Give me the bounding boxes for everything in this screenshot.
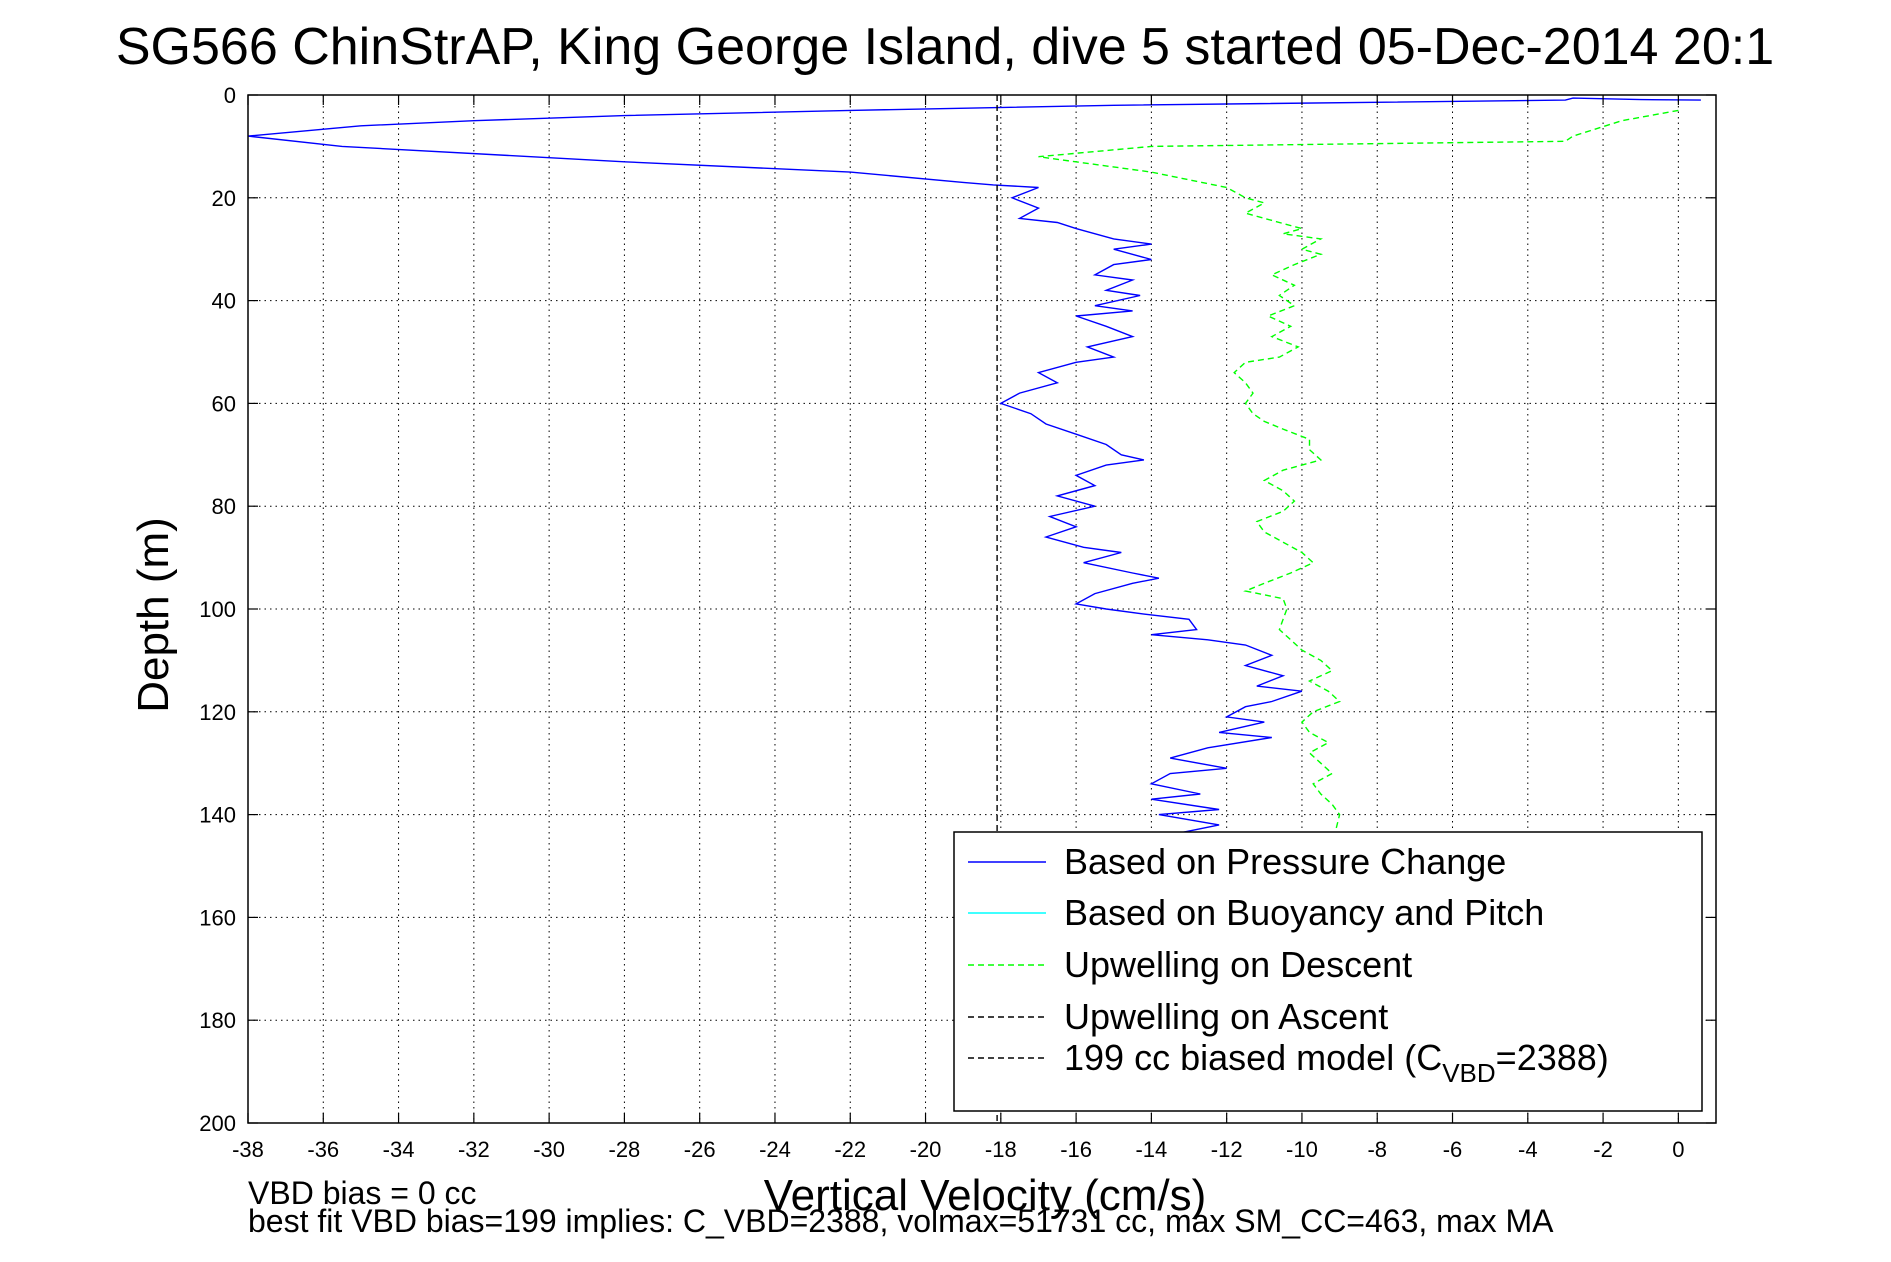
legend-entry-label: Upwelling on Descent	[1064, 944, 1412, 985]
x-tick-label: -2	[1593, 1137, 1613, 1162]
y-tick-label: 100	[199, 597, 236, 622]
x-tick-label: -22	[834, 1137, 866, 1162]
x-tick-label: -24	[759, 1137, 791, 1162]
y-tick-label: 40	[212, 289, 236, 314]
y-tick-label: 20	[212, 186, 236, 211]
x-tick-label: -30	[533, 1137, 565, 1162]
y-tick-label: 180	[199, 1008, 236, 1033]
x-tick-label: -32	[458, 1137, 490, 1162]
legend-entry-label: Based on Pressure Change	[1064, 841, 1506, 882]
x-tick-label: -26	[684, 1137, 716, 1162]
y-axis-ticks: 0 20 40 60 80 100 120 140 160 180 200	[199, 83, 1716, 1136]
legend-box	[953, 831, 1703, 1112]
legend-entry-label: 199 cc biased model (CVBD=2388)	[1064, 1037, 1609, 1088]
y-tick-label: 120	[199, 700, 236, 725]
x-tick-label: -10	[1286, 1137, 1318, 1162]
y-axis-label: Depth (m)	[129, 517, 178, 713]
series-line-0	[247, 97, 1701, 834]
vbd-bias-note: VBD bias = 0 cc	[248, 1175, 477, 1211]
x-tick-label: -36	[307, 1137, 339, 1162]
x-tick-label: -34	[383, 1137, 415, 1162]
x-tick-label: -20	[910, 1137, 942, 1162]
legend-entry-label: Upwelling on Ascent	[1064, 996, 1388, 1037]
y-tick-label: 80	[212, 494, 236, 519]
x-tick-label: -12	[1211, 1137, 1243, 1162]
x-tick-label: -28	[609, 1137, 641, 1162]
y-tick-label: 140	[199, 803, 236, 828]
x-tick-label: 0	[1672, 1137, 1684, 1162]
x-tick-label: -38	[232, 1137, 264, 1162]
x-tick-label: -4	[1518, 1137, 1538, 1162]
legend: Based on Pressure Change Based on Buoyanc…	[953, 831, 1703, 1112]
series-line-2	[1038, 109, 1679, 831]
y-tick-label: 0	[224, 83, 236, 108]
x-tick-label: -6	[1443, 1137, 1463, 1162]
series-layer	[247, 95, 1701, 1123]
x-axis-ticks: -38 -36 -34 -32 -30 -28 -26 -24 -22 -20 -18 -16 -14-…	[232, 95, 1684, 1162]
legend-entry-label: Based on Buoyancy and Pitch	[1064, 892, 1544, 933]
chart-title: SG566 ChinStrAP, King George Island, div…	[116, 18, 1774, 76]
y-tick-label: 60	[212, 391, 236, 416]
x-tick-label: -16	[1060, 1137, 1092, 1162]
grid-lines	[248, 95, 1716, 1123]
y-tick-label: 160	[199, 905, 236, 930]
x-tick-label: -8	[1367, 1137, 1387, 1162]
best-fit-note: best fit VBD bias=199 implies: C_VBD=238…	[248, 1203, 1554, 1239]
x-axis-label: Vertical Velocity (cm/s)	[764, 1171, 1207, 1220]
y-tick-label: 200	[199, 1111, 236, 1136]
x-tick-label: -14	[1135, 1137, 1167, 1162]
x-tick-label: -18	[985, 1137, 1017, 1162]
